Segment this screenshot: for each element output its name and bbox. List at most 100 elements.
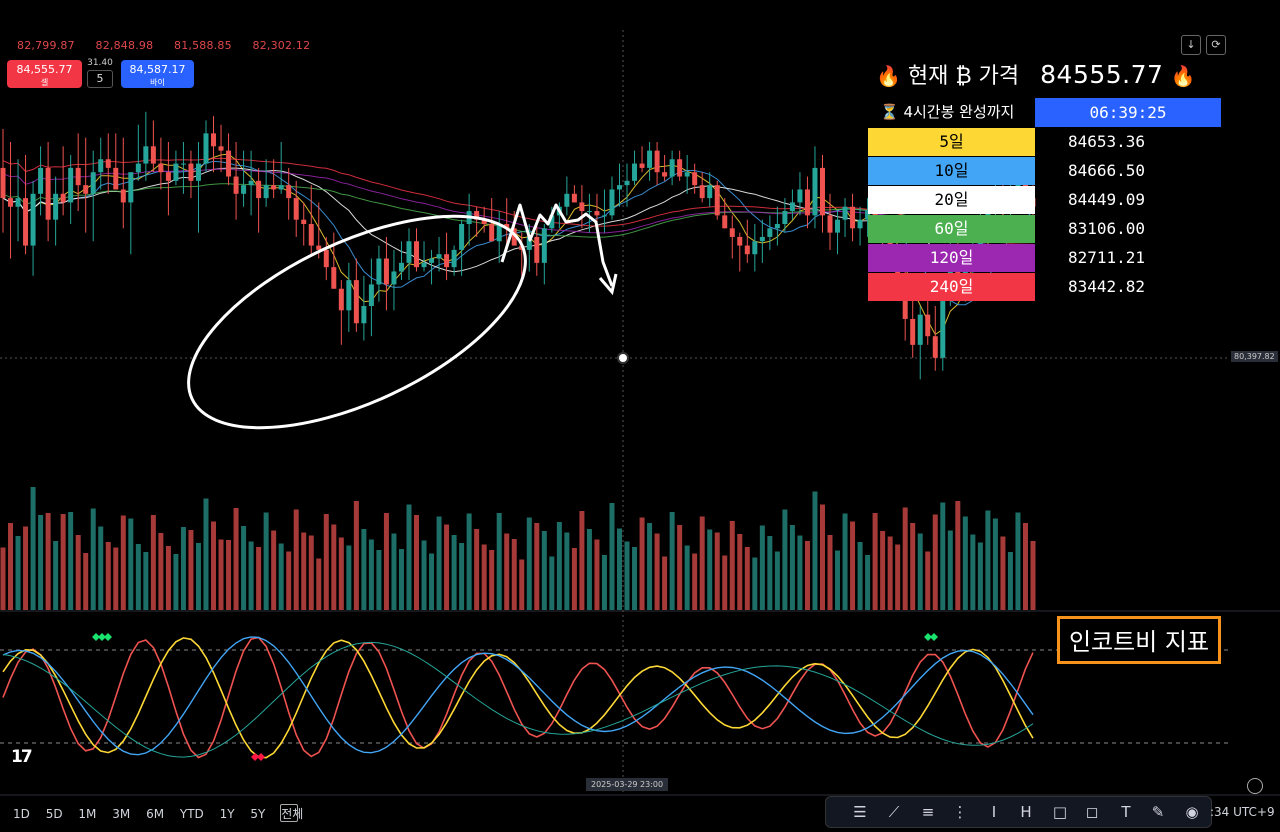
list-icon[interactable]: ☰ — [853, 803, 867, 821]
range-1m[interactable]: 1M — [78, 807, 97, 821]
arrow-down-icon[interactable]: ↓ — [1181, 35, 1201, 55]
candle-timer-value: 06:39:25 — [1035, 98, 1221, 127]
volume-bar — [158, 533, 164, 610]
volume-bar — [361, 529, 367, 610]
candle-body — [601, 215, 607, 217]
candle-body — [120, 189, 126, 203]
candle-body — [842, 206, 848, 220]
candle-body — [98, 159, 104, 173]
range-1d[interactable]: 1D — [13, 807, 30, 821]
quantity-field[interactable]: 5 — [87, 70, 113, 88]
candle-body — [429, 258, 435, 263]
candle-body — [714, 185, 720, 216]
volume-bar — [616, 528, 622, 610]
volume-bar — [83, 553, 89, 610]
brush-icon[interactable]: ✎ — [1151, 803, 1165, 821]
volume-bar — [662, 556, 668, 610]
candle-body — [481, 219, 487, 224]
ma-value: 82711.21 — [1068, 248, 1146, 267]
volume-bar — [812, 491, 818, 610]
settings-icon[interactable] — [1247, 778, 1263, 794]
sell-button[interactable]: 84,555.77 셀 — [7, 60, 82, 88]
text-cursor-icon[interactable]: I — [991, 803, 997, 821]
refresh-icon[interactable]: ⟳ — [1206, 35, 1226, 55]
volume-bar — [98, 526, 104, 610]
volume-bar — [90, 508, 96, 610]
ma-label: 240일 — [868, 273, 1035, 301]
volume-bar — [496, 513, 502, 610]
candle-body — [474, 211, 480, 220]
candle-body — [511, 228, 517, 246]
ma-value: 84666.50 — [1068, 161, 1146, 180]
range-1y[interactable]: 1Y — [219, 807, 235, 821]
volume-bar — [677, 525, 683, 610]
volume-bar — [68, 512, 74, 610]
callout-icon[interactable]: ◻ — [1085, 803, 1099, 821]
text-icon[interactable]: T — [1121, 803, 1131, 821]
buy-button[interactable]: 84,587.17 바이 — [121, 60, 194, 88]
volume-bar — [195, 543, 201, 610]
candle-body — [504, 224, 510, 229]
volume-bar — [639, 517, 645, 610]
candle-body — [865, 211, 871, 220]
volume-bar — [737, 534, 743, 610]
measure-icon[interactable]: H — [1020, 803, 1032, 821]
bottom-toolbar: 1D 5D 1M 3M 6M YTD 1Y 5Y 전체 ☰ ⟋ ≡ ⋮ I H … — [0, 796, 1280, 832]
candle-body — [609, 189, 615, 216]
green-signal-markers — [92, 633, 938, 641]
tradingview-logo-icon[interactable]: 17 — [11, 747, 33, 767]
candle-body — [647, 150, 653, 168]
range-3m[interactable]: 3M — [112, 807, 131, 821]
rectangle-icon[interactable]: □ — [1052, 803, 1068, 821]
volume-bar — [887, 536, 893, 610]
volume-bar — [985, 510, 991, 610]
range-ytd[interactable]: YTD — [179, 807, 204, 821]
fire-icon: 🔥 — [876, 64, 901, 88]
candle-body — [391, 271, 397, 285]
range-selector: 1D 5D 1M 3M 6M YTD 1Y 5Y 전체 — [13, 805, 315, 822]
candle-body — [105, 159, 111, 168]
line-icon[interactable]: ⟋ — [888, 803, 900, 821]
candle-body — [586, 211, 592, 213]
volume-bar — [0, 547, 6, 610]
candle-body — [421, 262, 427, 268]
range-6m[interactable]: 6M — [146, 807, 165, 821]
crosshair-point — [617, 352, 629, 364]
volume-bar — [165, 546, 171, 610]
range-5y[interactable]: 5Y — [250, 807, 266, 821]
volume-bar — [398, 549, 404, 610]
volume-bar — [541, 531, 547, 610]
candle-body — [316, 245, 322, 250]
volume-bar — [857, 542, 863, 610]
volume-bar — [511, 539, 517, 610]
volume-bar — [188, 530, 194, 610]
range-5d[interactable]: 5D — [45, 807, 63, 821]
candle-body — [835, 219, 841, 233]
candle-body — [692, 172, 698, 186]
candle-body — [293, 198, 299, 220]
volume-bar — [1007, 552, 1013, 610]
volume-bar — [925, 551, 931, 610]
candle-body — [699, 185, 705, 199]
volume-bar — [789, 525, 795, 610]
volume-bar — [504, 533, 510, 610]
candle-body — [827, 215, 833, 233]
date-axis-tag: 2025-03-29 23:00 — [586, 778, 669, 791]
volume-bar — [647, 523, 653, 610]
spread-box: 31.40 5 — [87, 58, 113, 88]
volume-bar — [459, 543, 465, 610]
ma-value: 84449.09 — [1068, 190, 1146, 209]
candle-body — [496, 224, 502, 242]
candle-body — [180, 163, 186, 165]
volume-bar — [323, 514, 329, 610]
candle-body — [308, 224, 314, 246]
pattern-icon[interactable]: ⋮ — [952, 803, 968, 821]
calendar-range-icon[interactable] — [280, 804, 298, 822]
red-signal-markers — [251, 753, 265, 761]
volume-bar — [308, 535, 314, 610]
candle-body — [729, 228, 735, 237]
fib-icon[interactable]: ≡ — [921, 803, 935, 821]
eye-icon[interactable]: ◉ — [1185, 803, 1199, 821]
volume-bar — [113, 547, 119, 610]
